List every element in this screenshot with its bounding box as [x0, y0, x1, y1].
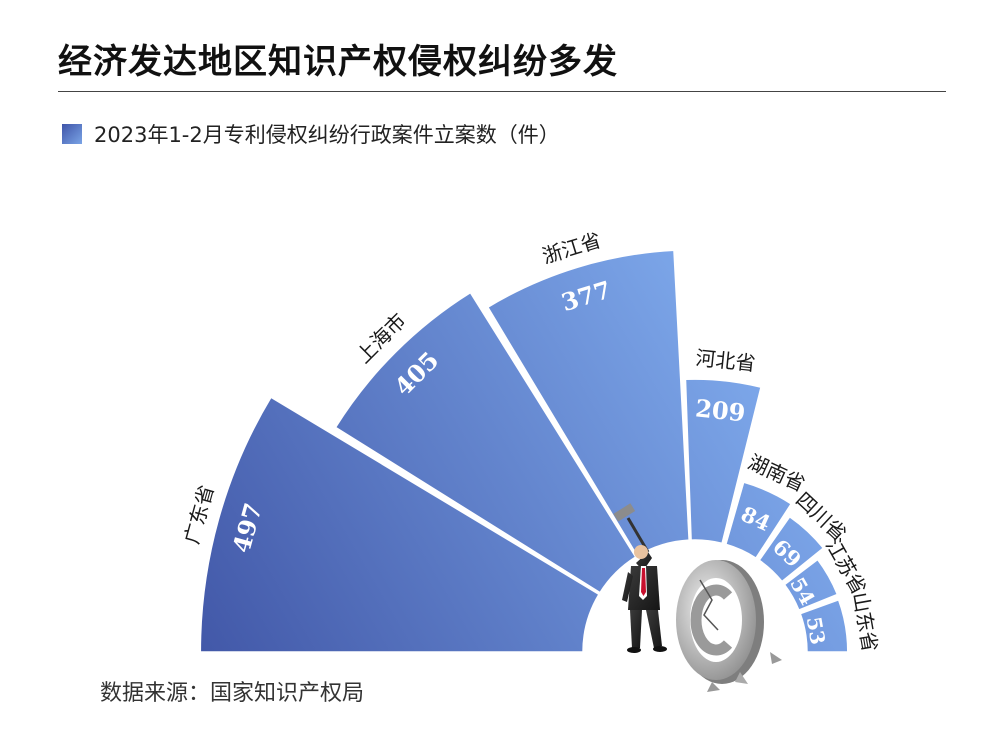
page-title: 经济发达地区知识产权侵权纠纷多发 [58, 42, 618, 82]
bar-sector-1 [334, 291, 637, 594]
sectors-group [199, 249, 849, 653]
bar-sector-6 [783, 558, 839, 612]
bar-sector-5 [758, 515, 825, 583]
copyright-icon [676, 560, 782, 692]
value-label-7: 53 [802, 615, 830, 647]
category-label-3: 河北省 [695, 346, 757, 376]
bar-sector-0 [199, 396, 601, 653]
data-source: 数据来源：国家知识产权局 [100, 681, 365, 706]
title-divider [58, 91, 946, 92]
bar-sector-2 [486, 249, 690, 558]
businessman-hammer-copyright-icon [613, 503, 782, 692]
bar-sector-7 [799, 598, 849, 653]
bar-sector-3 [684, 378, 762, 545]
legend-swatch [62, 124, 82, 144]
legend-label: 2023年1-2月专利侵权纠纷行政案件立案数（件） [94, 123, 560, 147]
category-label-7: 山东省 [848, 590, 882, 653]
category-label-0: 广东省 [179, 482, 218, 546]
value-label-3: 209 [694, 393, 747, 427]
businessman-icon [613, 503, 667, 653]
legend: 2023年1-2月专利侵权纠纷行政案件立案数（件） [62, 120, 560, 148]
bar-sector-4 [724, 481, 793, 560]
